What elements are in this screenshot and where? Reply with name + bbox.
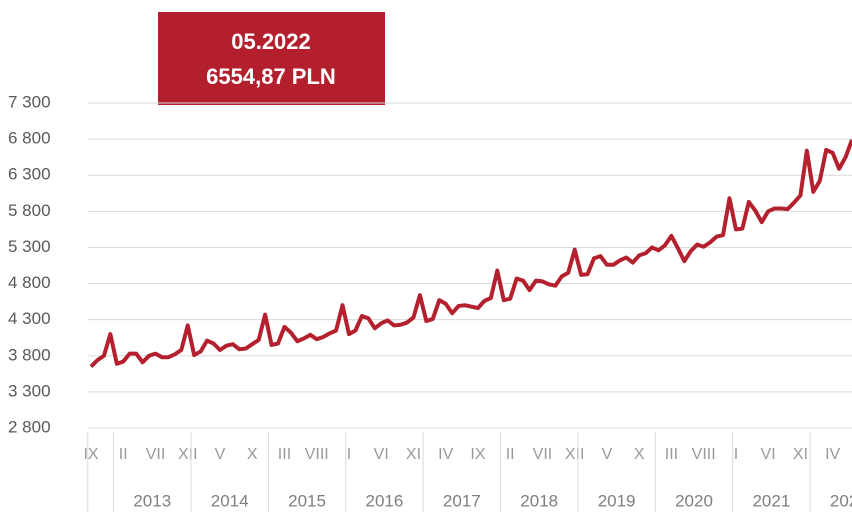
year-label: 2013 <box>133 491 171 510</box>
x-tick-label: IX <box>83 446 98 463</box>
y-tick-label: 6 300 <box>8 165 51 184</box>
x-tick-label: XII <box>565 446 585 463</box>
year-label: 2014 <box>211 491 249 510</box>
year-label: 2018 <box>520 491 558 510</box>
x-tick-label: XI <box>406 446 421 463</box>
x-tick-label: VII <box>146 446 166 463</box>
x-tick-label: X <box>247 446 258 463</box>
year-label: 2017 <box>443 491 481 510</box>
y-tick-label: 6 800 <box>8 129 51 148</box>
year-label: 2015 <box>288 491 326 510</box>
y-tick-label: 3 300 <box>8 381 51 400</box>
x-tick-label: I <box>734 446 738 463</box>
y-tick-label: 7 300 <box>8 92 51 111</box>
x-tick-label: VIII <box>692 446 716 463</box>
x-tick-label: XII <box>178 446 198 463</box>
annotation-value: 6554,87 PLN <box>206 64 336 89</box>
y-tick-label: 4 300 <box>8 309 51 328</box>
year-label: 2016 <box>366 491 404 510</box>
data-line <box>89 139 852 369</box>
y-tick-label: 2 800 <box>8 417 51 436</box>
x-tick-label: VII <box>533 446 553 463</box>
x-tick-label: IV <box>825 446 840 463</box>
y-tick-label: 5 800 <box>8 201 51 220</box>
y-tick-label: 3 800 <box>8 345 51 364</box>
x-tick-label: XI <box>793 446 808 463</box>
y-tick-label: 5 300 <box>8 237 51 256</box>
x-tick-label: IX <box>470 446 485 463</box>
x-tick-label: VI <box>761 446 776 463</box>
x-tick-label: V <box>215 446 226 463</box>
x-tick-label: VIII <box>305 446 329 463</box>
x-tick-label: III <box>665 446 678 463</box>
year-label: 2021 <box>752 491 790 510</box>
y-tick-label: 4 800 <box>8 273 51 292</box>
x-tick-label: I <box>347 446 351 463</box>
x-tick-label: V <box>602 446 613 463</box>
x-tick-label: II <box>506 446 515 463</box>
year-label: 2019 <box>598 491 636 510</box>
year-label: 2020 <box>675 491 713 510</box>
year-label: 2022 <box>830 491 852 510</box>
x-tick-label: II <box>119 446 128 463</box>
x-tick-label: VI <box>374 446 389 463</box>
x-tick-label: X <box>634 446 645 463</box>
annotation-box <box>158 12 385 105</box>
x-tick-label: III <box>278 446 291 463</box>
x-tick-label: IV <box>438 446 453 463</box>
annotation-date: 05.2022 <box>231 29 311 54</box>
